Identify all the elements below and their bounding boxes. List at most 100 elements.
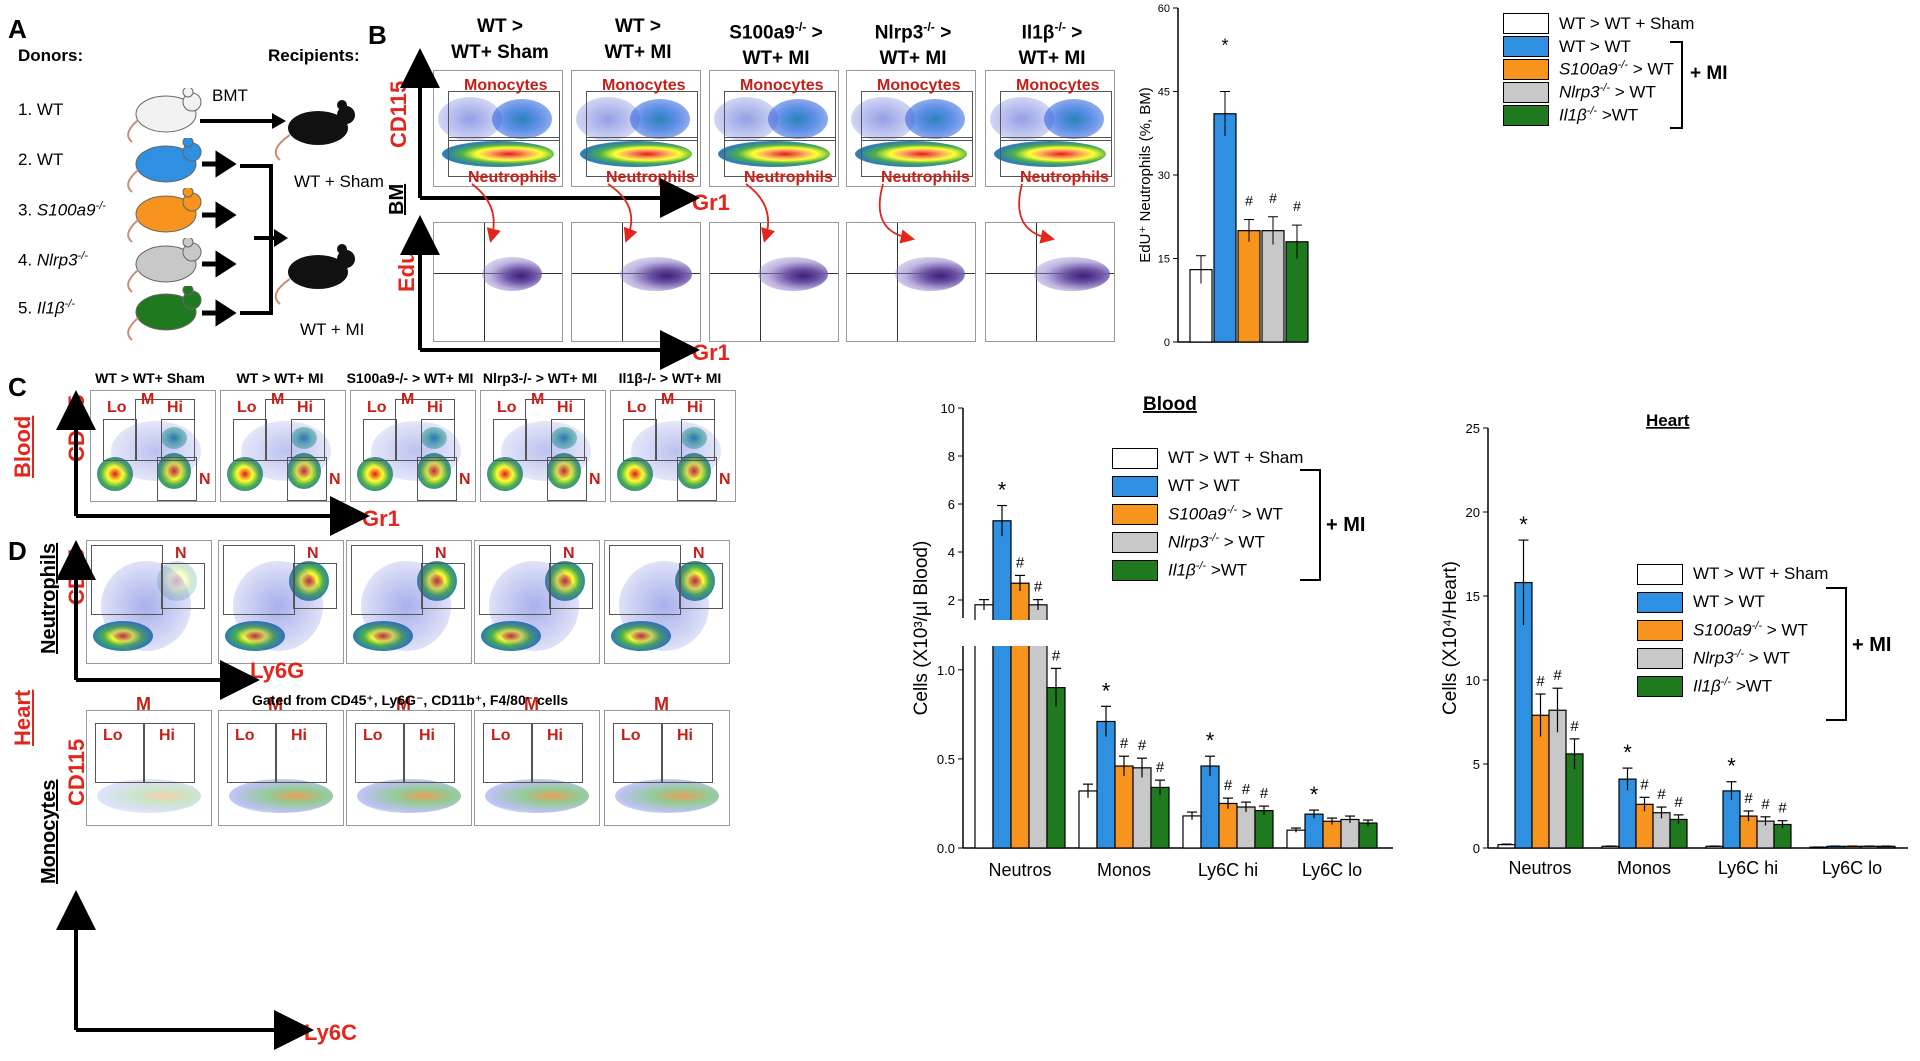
donors-title: Donors: (18, 46, 84, 65)
legend-swatch (1637, 647, 1683, 669)
d-gate-cd45 (479, 545, 551, 615)
c-gate-n (287, 457, 327, 501)
d-cd45neg-cluster (611, 621, 671, 651)
b-flow-plot: Monocytes Neutrophils (846, 70, 976, 187)
d-gate-n (421, 563, 465, 609)
c-gate-lo (493, 419, 527, 461)
blood-legend-mi: + MI (1326, 514, 1366, 536)
panel-letter-a: A (8, 14, 27, 44)
c-neutrophil-cluster (287, 453, 321, 489)
bar (1046, 687, 1066, 849)
c-group-header: WT > WT+ Sham (95, 370, 205, 386)
legend-entry: S100a9-/- > WT (1503, 58, 1694, 81)
significance-mark: # (1034, 579, 1043, 596)
significance-mark: # (1156, 759, 1165, 776)
x-tick-label: Neutros (1508, 858, 1571, 878)
x-tick-label: Ly6C lo (1822, 858, 1882, 878)
c-gate-lo (233, 419, 267, 461)
y-tick-label: 0.0 (937, 841, 955, 856)
edu-legend-bracket (1670, 41, 1683, 129)
donor-mouse-icon (127, 88, 202, 143)
legend-entry: WT > WT (1112, 472, 1303, 500)
legend-swatch (1503, 105, 1549, 126)
bar (1132, 767, 1152, 849)
c-gate-lo-label: Lo (237, 399, 257, 416)
d-gate-m-label: M (136, 694, 151, 714)
c-lymph-cluster (227, 457, 263, 491)
y-tick-label: 15 (1158, 254, 1170, 266)
d-cd45neg-cluster (353, 621, 413, 651)
c-neutrophil-cluster (417, 453, 451, 489)
d-gate-m-label: M (524, 694, 539, 714)
b-monocyte-cluster (492, 99, 552, 139)
c-scatter-cloud (371, 421, 461, 481)
c-gate-hi-label: Hi (687, 399, 703, 416)
d-monocyte-cloud (357, 779, 461, 813)
d-neutrophil-plot: N (346, 540, 472, 664)
c-axes (56, 390, 370, 536)
d-scatter-cloud (233, 561, 323, 651)
c-scatter-cloud (631, 421, 721, 481)
d-gate-lo (95, 723, 145, 783)
significance-mark: * (1727, 754, 1736, 779)
blood-legend: WT > WT + Sham WT > WT S100a9-/- > WT Nlrp3… (1112, 444, 1303, 584)
y-tick-label: 20 (1466, 505, 1480, 520)
d-neutrophil-plot: N (86, 540, 212, 664)
heart-legend-mi: + MI (1852, 634, 1892, 656)
y-axis-label: Cells (X10³/µl Blood) (911, 541, 932, 716)
y-tick-label: 60 (1158, 3, 1170, 15)
legend-entry: WT > WT + Sham (1112, 444, 1303, 472)
b-edu-density (758, 257, 828, 291)
c-gate-n (547, 457, 587, 501)
b-gate-monocytes (586, 91, 698, 141)
panel-letter-c: C (8, 372, 27, 402)
d-scatter-cloud (489, 561, 579, 651)
edu-chart: 0 15 30 45 60 EdU⁺ Neutrophils (%, BM) * # # # (1137, 3, 1309, 349)
legend-entry: WT > WT + Sham (1503, 12, 1694, 35)
significance-mark: # (1224, 777, 1233, 794)
b-gate-monocytes-label: Monocytes (877, 77, 961, 94)
c-gate-lo-label: Lo (627, 399, 647, 416)
legend-swatch (1112, 559, 1158, 581)
x-tick-label: Monos (1617, 858, 1671, 878)
d-monocyte-plot: Lo Hi (218, 710, 344, 826)
c-gate-lo-label: Lo (107, 399, 127, 416)
axis-break (953, 620, 1073, 646)
b-gate-neutrophils (586, 137, 698, 177)
c-gate-hi-label: Hi (557, 399, 573, 416)
legend-entry: Il1β-/- >WT (1112, 556, 1303, 584)
legend-swatch (1637, 563, 1683, 585)
significance-mark: # (1260, 785, 1269, 802)
d-gate-n-label: N (175, 545, 187, 562)
d-scatter-cloud (361, 561, 451, 651)
y-tick-label: 45 (1158, 87, 1170, 99)
b-group-header: S100a9-/- > WT+ MI (729, 20, 823, 70)
legend-swatch (1503, 36, 1549, 57)
recipient-mi-label: WT + MI (300, 320, 365, 339)
legend-label: S100a9-/- > WT (1559, 59, 1674, 79)
c-gate-lo-label: Lo (367, 399, 387, 416)
legend-entry: WT > WT (1503, 35, 1694, 58)
donor-mouse-icon (127, 238, 202, 293)
c-monocyte-cluster (681, 427, 707, 449)
significance-mark: # (1052, 647, 1061, 664)
b-gate-monocytes (448, 91, 560, 141)
legend-label: WT > WT (1559, 36, 1631, 56)
c-gate-hi-label: Hi (167, 399, 183, 416)
legend-entry: Nlrp3-/- > WT (1637, 644, 1828, 672)
d-neutrophil-cluster (417, 561, 457, 601)
b-flow-plot: Monocytes Neutrophils (709, 70, 839, 187)
y-tick-label: 30 (1158, 170, 1170, 182)
bar (1200, 765, 1220, 849)
c-flow-plot: Lo M Hi N (350, 390, 476, 502)
bar (1150, 786, 1170, 849)
c-gate-hi (421, 419, 455, 461)
d-axes (56, 540, 314, 1050)
d-gating-note: Gated from CD45⁺, Ly6G⁻, CD11b⁺, F4/80⁻ … (252, 692, 569, 708)
panel-a-arrows (200, 100, 355, 327)
significance-mark: # (1536, 673, 1545, 690)
d-gate-m-label: M (654, 694, 669, 714)
legend-label: Nlrp3-/- > WT (1693, 647, 1790, 668)
donor-mouse-icon (127, 188, 202, 243)
c-gate-n (157, 457, 197, 501)
